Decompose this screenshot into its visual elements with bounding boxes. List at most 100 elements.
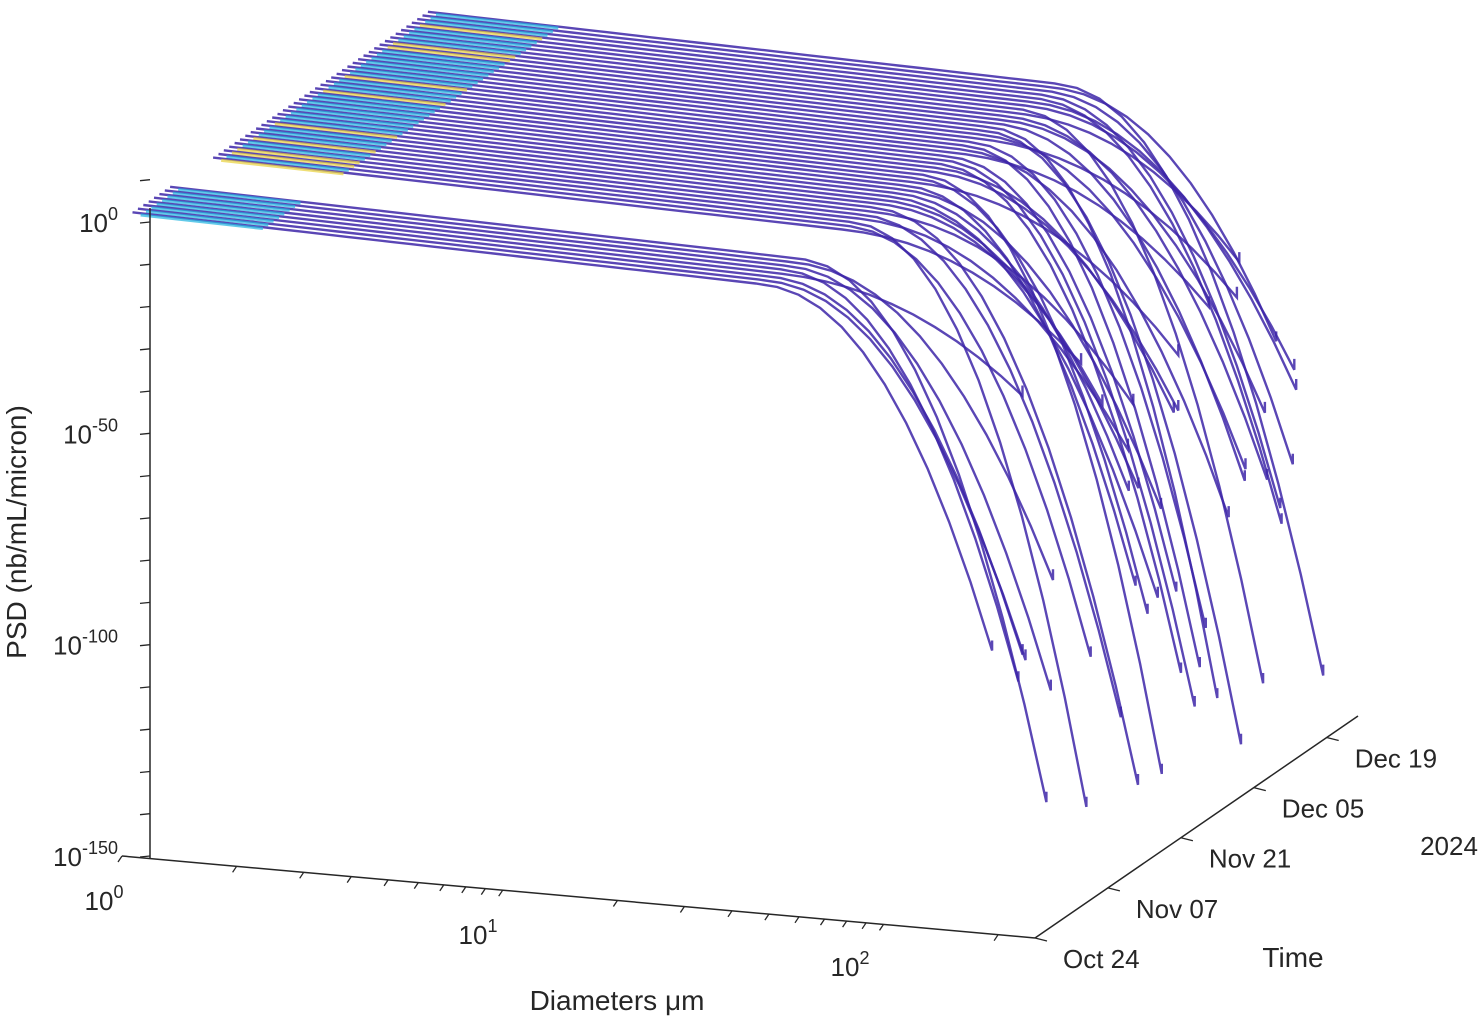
surface-line [298,98,1180,412]
surface-highlight [237,147,360,165]
surface-line [374,47,1267,414]
x-tick [842,920,848,928]
x-tick [727,910,733,918]
x-tick-label: 102 [831,948,870,982]
surface-highlight [344,74,468,92]
surface-line [272,116,1163,510]
surface-line [368,50,1247,482]
surface-highlight [242,144,366,161]
x-tick [299,871,305,879]
surface-highlight [263,129,387,147]
surface-line [250,130,1104,409]
x-tick [819,918,826,926]
surface-line [400,28,1298,391]
x-tick [439,884,445,892]
surface-highlight [398,38,521,56]
y-tick [1180,837,1194,842]
z-tick [139,517,151,520]
z-tick [139,305,151,309]
surface-highlight [312,96,435,114]
x-tick [679,906,685,913]
z-tick [139,432,151,435]
z-tick-label: 100 [79,204,118,238]
x-tick [383,879,389,887]
surface-highlight [156,202,280,220]
surface-highlight [231,151,355,169]
surface-highlight [414,27,537,45]
surface-highlight [371,56,495,74]
surface-line [331,76,1230,518]
x-tick-label: 100 [85,882,124,916]
z-tick [139,601,151,605]
z-tick [139,474,151,478]
z-tick-label: 10-150 [53,838,118,872]
surface-highlight [317,93,441,110]
y-tick [1326,736,1339,742]
surface-highlight [296,107,419,125]
x-tick [993,934,999,942]
x-tick [480,888,486,895]
surface-highlight [145,209,269,227]
surface-highlight [360,64,484,81]
surface-line [363,54,1219,699]
surface-line [325,79,1211,311]
surface-highlight [253,136,376,154]
x-axis-line [121,855,1036,939]
surface-line [212,156,1083,367]
surface-highlight [435,13,559,30]
y-tick-label: Oct 24 [1063,944,1140,974]
ticks-layer: 100 10-50 10-100 10-150 100 101 102 Oct 24 Nov 0… [53,179,1437,982]
surface-highlight [161,198,285,216]
surface-highlight [323,89,446,107]
x-tick [117,855,123,863]
x-tick [794,916,800,924]
surface-line [239,138,1135,409]
surface-line [223,149,1088,808]
surface-line [422,14,1278,342]
z-tick [139,813,151,816]
y-tick-label: Nov 07 [1136,894,1218,924]
surface-line [218,152,1092,658]
surface-line [304,94,1176,414]
z-tick-label: 10-50 [63,415,118,449]
surface-highlight [408,31,532,48]
x-tick [498,889,504,897]
surface-highlight [178,188,301,205]
surface-highlight [280,118,403,136]
surface-highlight [140,213,264,231]
surface-highlight [392,42,516,59]
surface-line [288,105,1149,615]
z-tick [139,221,151,224]
surface-line [357,58,1243,745]
surface-highlight [269,126,392,143]
surface-line [406,25,1283,525]
z-tick [139,644,151,647]
surface-highlight [221,158,344,176]
z-tick [139,179,151,182]
x-axis-title: Diameters μm [530,985,705,1016]
surface-line [352,61,1247,470]
y-tick [1253,786,1266,792]
surface-highlight [387,45,511,63]
z-axis-title: PSD (nb/mL/micron) [1,405,32,659]
surface-highlight [285,115,409,132]
surface-line [143,203,1024,655]
x-tick [346,876,352,883]
surface-line [309,90,1183,674]
surface-line [261,123,1160,598]
z-tick [139,348,151,351]
surface-highlight [339,78,462,96]
surface-line [229,145,1130,454]
y-axis-line [1034,715,1359,939]
surface-line [159,192,1053,691]
surface-highlight [151,206,274,223]
y-tick [1107,887,1121,892]
x-tick [232,865,238,873]
x-tick [861,922,867,930]
surface-highlight [258,133,382,150]
z-tick [139,686,151,689]
surface-line [132,211,994,651]
surface-highlight [333,82,457,99]
surface-highlight [430,16,554,34]
